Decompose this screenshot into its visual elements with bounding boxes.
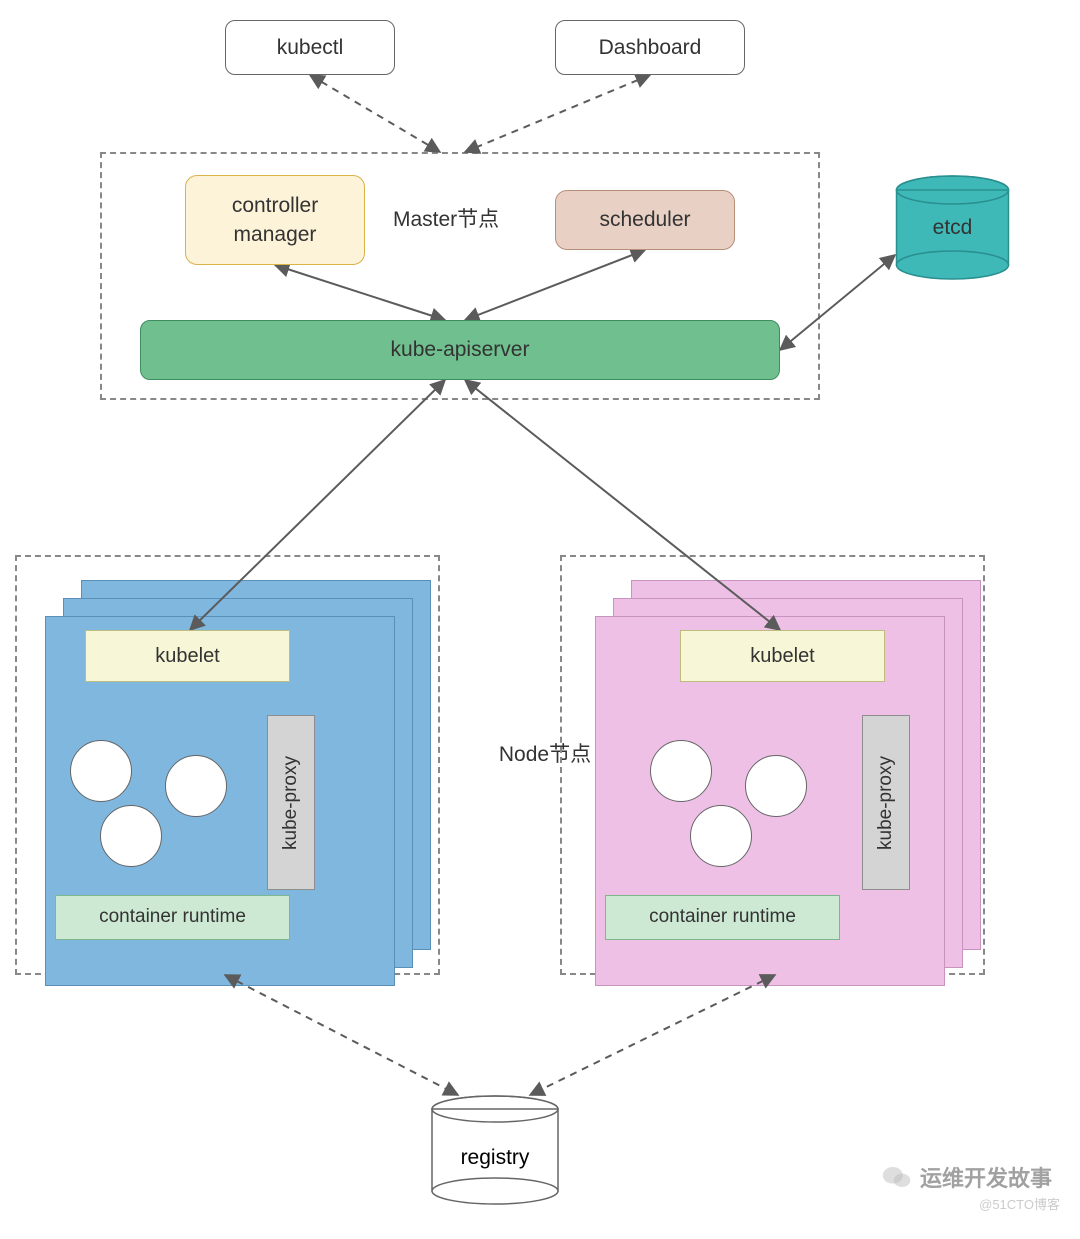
node-kube-apiserver: kube-apiserver — [140, 320, 780, 380]
wechat-icon — [882, 1164, 912, 1190]
label: scheduler — [599, 205, 690, 234]
label: kube-proxy — [278, 756, 305, 850]
label: kubectl — [277, 33, 344, 62]
label-line1: controller — [232, 191, 318, 220]
node-etcd: etcd — [895, 175, 1010, 280]
label: kube-proxy — [873, 756, 900, 850]
watermark-sub: @51CTO博客 — [979, 1194, 1060, 1213]
pod-circle-icon — [100, 805, 162, 867]
node-kubectl: kubectl — [225, 20, 395, 75]
edge — [225, 975, 458, 1095]
diagram-canvas: kubectl Dashboard Master节点 controller ma… — [0, 0, 1080, 1239]
label: kubelet — [750, 642, 815, 670]
left-kube-proxy: kube-proxy — [267, 715, 315, 890]
label: registry — [461, 1143, 530, 1172]
label-line2: manager — [234, 220, 317, 249]
pod-circle-icon — [70, 740, 132, 802]
left-kubelet: kubelet — [85, 630, 290, 682]
label: Dashboard — [599, 33, 702, 62]
watermark: 运维开发故事 — [882, 1161, 1052, 1193]
edge — [465, 75, 650, 152]
node-scheduler: scheduler — [555, 190, 735, 250]
pod-circle-icon — [650, 740, 712, 802]
label: kubelet — [155, 642, 220, 670]
edge — [310, 75, 440, 152]
node-controller-manager: controller manager — [185, 175, 365, 265]
pod-circle-icon — [745, 755, 807, 817]
right-container-runtime: container runtime — [605, 895, 840, 940]
right-kube-proxy: kube-proxy — [862, 715, 910, 890]
pod-circle-icon — [690, 805, 752, 867]
edge — [530, 975, 775, 1095]
label: kube-apiserver — [391, 335, 530, 364]
label: container runtime — [99, 904, 246, 931]
label: container runtime — [649, 904, 796, 931]
node-registry: registry — [430, 1095, 560, 1205]
right-kubelet: kubelet — [680, 630, 885, 682]
node-dashboard: Dashboard — [555, 20, 745, 75]
left-container-runtime: container runtime — [55, 895, 290, 940]
pod-circle-icon — [165, 755, 227, 817]
label: etcd — [933, 213, 973, 242]
